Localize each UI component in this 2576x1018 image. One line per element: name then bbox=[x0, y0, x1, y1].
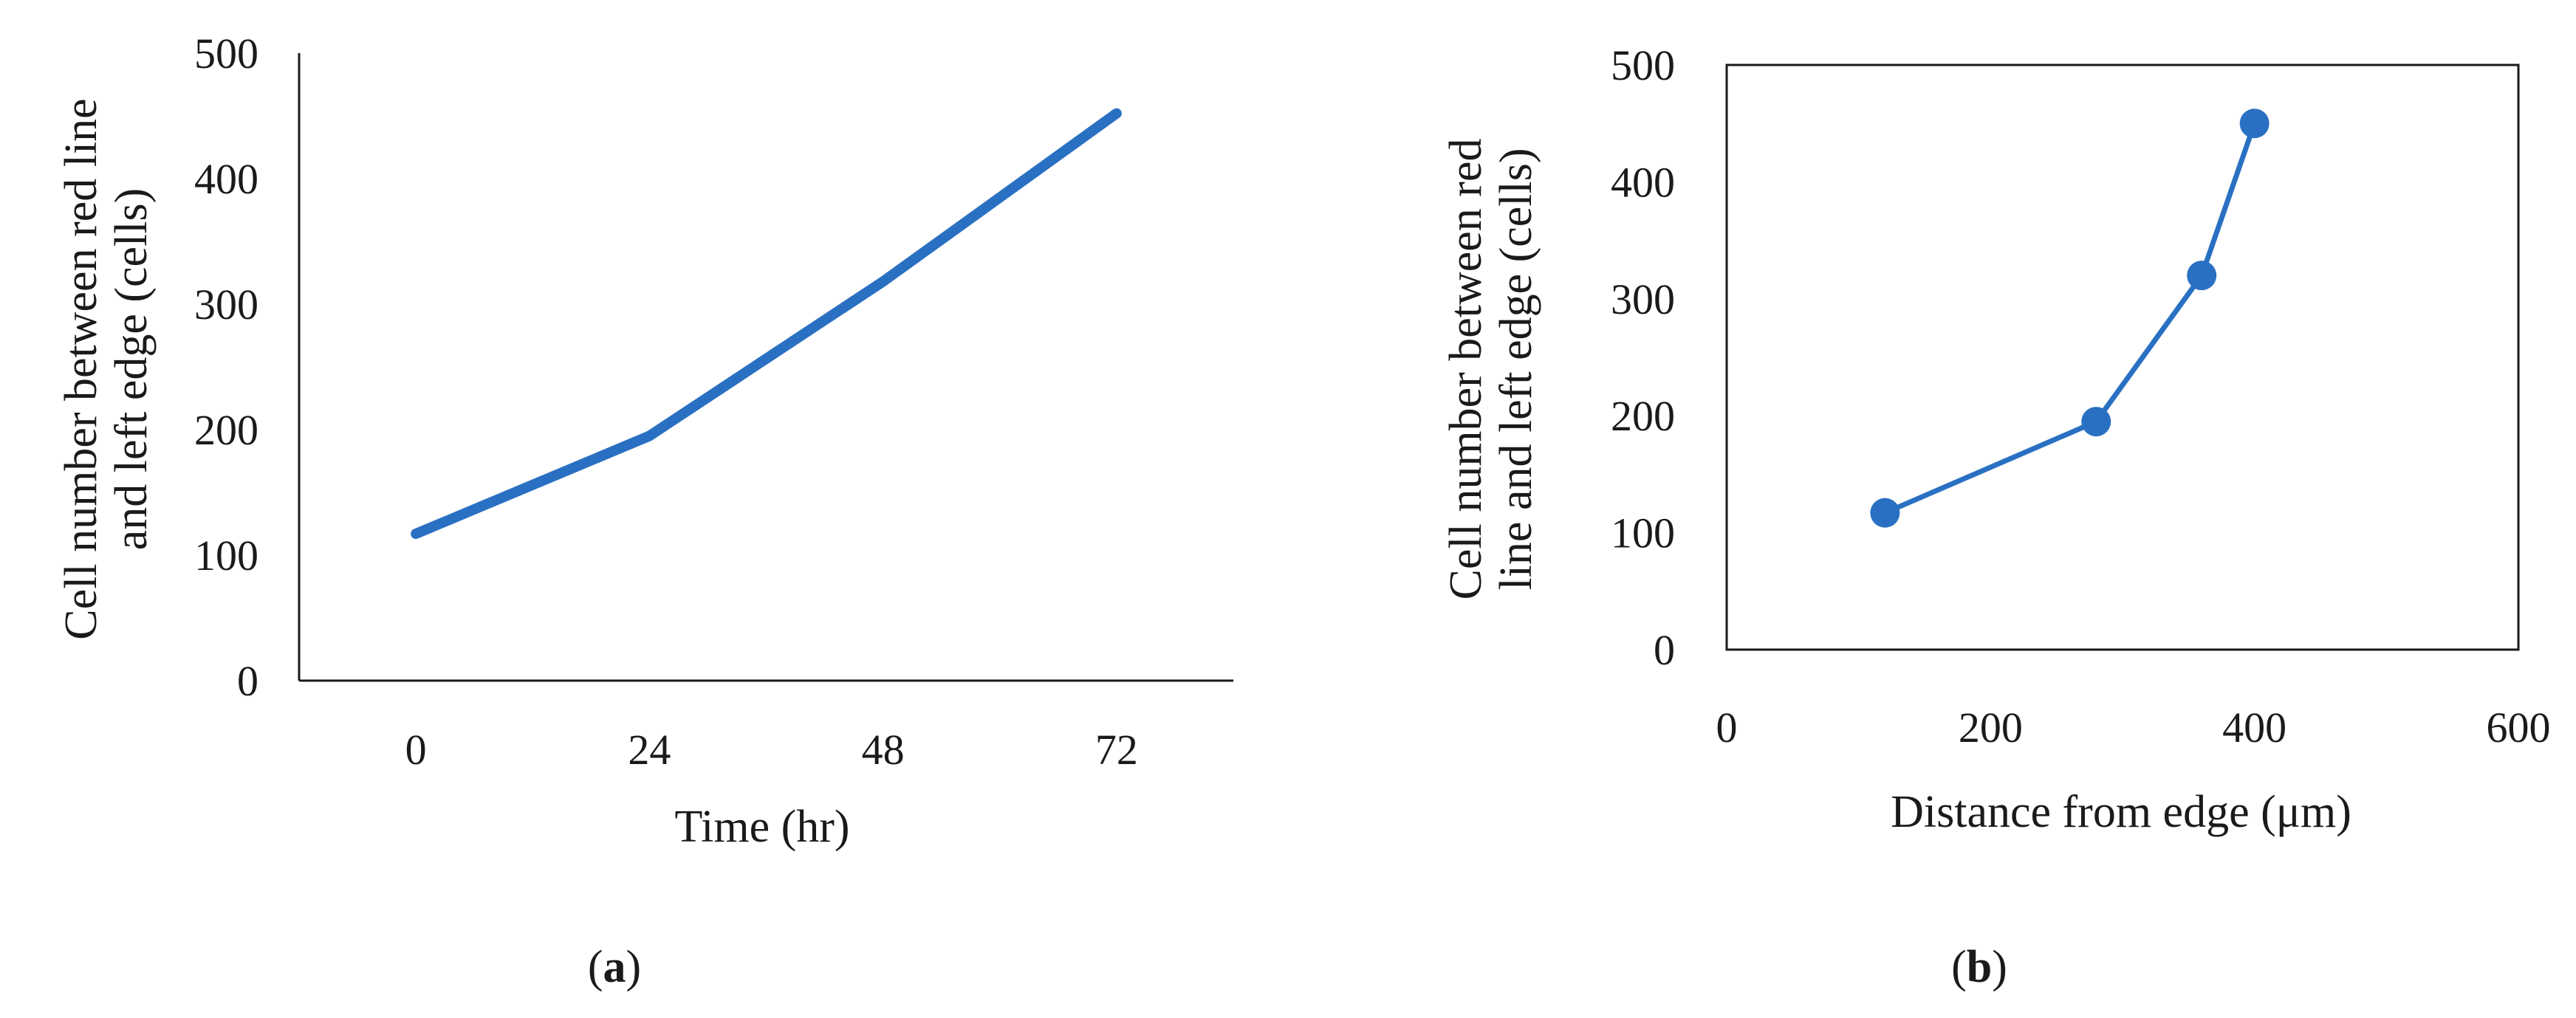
y-tick-label: 500 bbox=[1611, 41, 1675, 89]
x-tick-label: 72 bbox=[1095, 726, 1138, 774]
x-tick-label: 0 bbox=[1716, 704, 1738, 752]
data-point bbox=[2081, 407, 2111, 437]
y-tick-label: 400 bbox=[1611, 158, 1675, 206]
x-tick-label: 48 bbox=[862, 726, 905, 774]
data-point bbox=[2239, 109, 2270, 139]
x-tick-label: 0 bbox=[405, 726, 427, 774]
y-tick-label: 100 bbox=[1611, 509, 1675, 557]
y-tick-label: 400 bbox=[194, 155, 258, 203]
panel-label-b: (b) bbox=[1951, 942, 2007, 992]
panel-label-a: (a) bbox=[588, 942, 641, 992]
y-tick-label: 0 bbox=[1654, 626, 1675, 674]
data-point bbox=[2187, 261, 2217, 291]
y-axis-title: Cell number between red line and left ed… bbox=[1441, 139, 1541, 600]
series-line bbox=[1884, 123, 2257, 515]
x-axis-title: Distance from edge (μm) bbox=[1891, 787, 2351, 837]
y-tick-label: 500 bbox=[194, 30, 258, 78]
plot-frame bbox=[1725, 63, 2520, 651]
y-axis-title: Cell number between red line and left ed… bbox=[56, 98, 157, 639]
y-axis-title-line-2: line and left edge (cells) bbox=[1491, 148, 1541, 590]
x-tick-label: 400 bbox=[2222, 704, 2286, 752]
y-tick-label: 200 bbox=[1611, 392, 1675, 440]
x-tick-label: 24 bbox=[628, 726, 671, 774]
x-axis-title: Time (hr) bbox=[674, 802, 849, 852]
y-tick-label: 300 bbox=[194, 281, 258, 329]
data-point bbox=[1870, 498, 1900, 528]
y-tick-label: 300 bbox=[1611, 275, 1675, 323]
chart-panel-a: 0 100 200 300 400 500 0 24 48 72 Time (hr) Cell … bbox=[56, 30, 1233, 992]
y-tick-label: 200 bbox=[194, 406, 258, 454]
x-tick-label: 600 bbox=[2487, 704, 2551, 752]
y-axis-title-line-1: Cell number between red bbox=[1441, 139, 1491, 600]
series-line bbox=[411, 108, 1122, 540]
chart-panel-b: 0 100 200 300 400 500 0 200 400 600 Distance fro… bbox=[1441, 41, 2551, 992]
x-tick-label: 200 bbox=[1959, 704, 2023, 752]
y-tick-label: 100 bbox=[194, 532, 258, 579]
y-axis-title-line-2: and left edge (cells) bbox=[106, 188, 157, 551]
y-axis-title-line-1: Cell number between red line bbox=[56, 98, 106, 639]
y-tick-label: 0 bbox=[237, 657, 258, 705]
